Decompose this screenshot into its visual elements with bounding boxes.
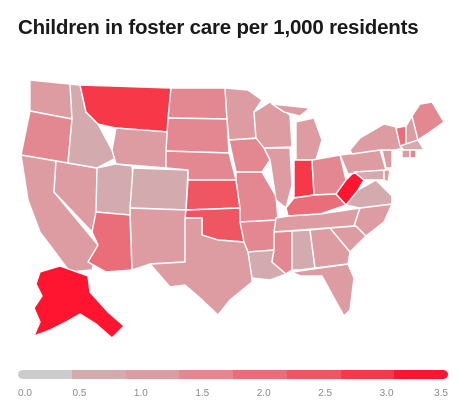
state-arkansas[interactable] [239, 219, 279, 253]
state-new-mexico[interactable] [129, 207, 187, 271]
state-wisconsin[interactable] [253, 101, 293, 149]
state-north-dakota[interactable] [167, 87, 228, 120]
legend-tick-label: 3.5 [434, 388, 448, 399]
state-kansas[interactable] [185, 179, 241, 211]
map-title: Children in foster care per 1,000 reside… [18, 16, 419, 39]
legend-tick-label: 3.0 [379, 388, 394, 399]
legend-tick-label: 2.5 [318, 388, 333, 399]
legend-segment [179, 370, 233, 379]
legend-color-bar [18, 370, 448, 379]
legend-segment [286, 370, 341, 379]
legend-segment [340, 370, 395, 379]
legend-tick-label: 2.0 [256, 388, 271, 399]
state-alaska[interactable] [33, 265, 125, 339]
state-oregon[interactable] [20, 110, 73, 164]
legend-tick-label: 0.0 [18, 388, 32, 399]
state-florida[interactable] [291, 263, 355, 317]
legend-tick-label: 1.0 [133, 388, 148, 399]
state-maine[interactable] [411, 101, 445, 141]
legend-segment [125, 370, 180, 379]
state-alabama[interactable] [291, 229, 316, 271]
state-connecticut[interactable] [401, 149, 411, 159]
legend-segment [233, 370, 287, 379]
legend-segment [71, 370, 126, 379]
state-missouri[interactable] [235, 171, 279, 223]
state-rhode-island[interactable] [409, 149, 417, 159]
state-delaware[interactable] [383, 169, 391, 183]
state-utah[interactable] [95, 163, 134, 216]
state-indiana[interactable] [293, 159, 315, 199]
state-michigan[interactable] [271, 103, 323, 161]
state-texas[interactable] [149, 217, 253, 316]
legend-segment [394, 370, 448, 379]
legend-tick-label: 1.5 [195, 388, 210, 399]
color-scale-legend: 0.0 0.5 1.0 1.5 2.0 2.5 3.0 3.5 [18, 370, 448, 400]
state-south-dakota[interactable] [165, 117, 230, 154]
state-massachusetts[interactable] [399, 139, 425, 151]
state-georgia[interactable] [309, 227, 351, 269]
state-colorado[interactable] [129, 167, 189, 211]
state-wyoming[interactable] [111, 127, 169, 169]
legend-tick-label: 0.5 [72, 388, 87, 399]
state-maryland[interactable] [353, 169, 387, 181]
legend-segment [18, 370, 72, 379]
